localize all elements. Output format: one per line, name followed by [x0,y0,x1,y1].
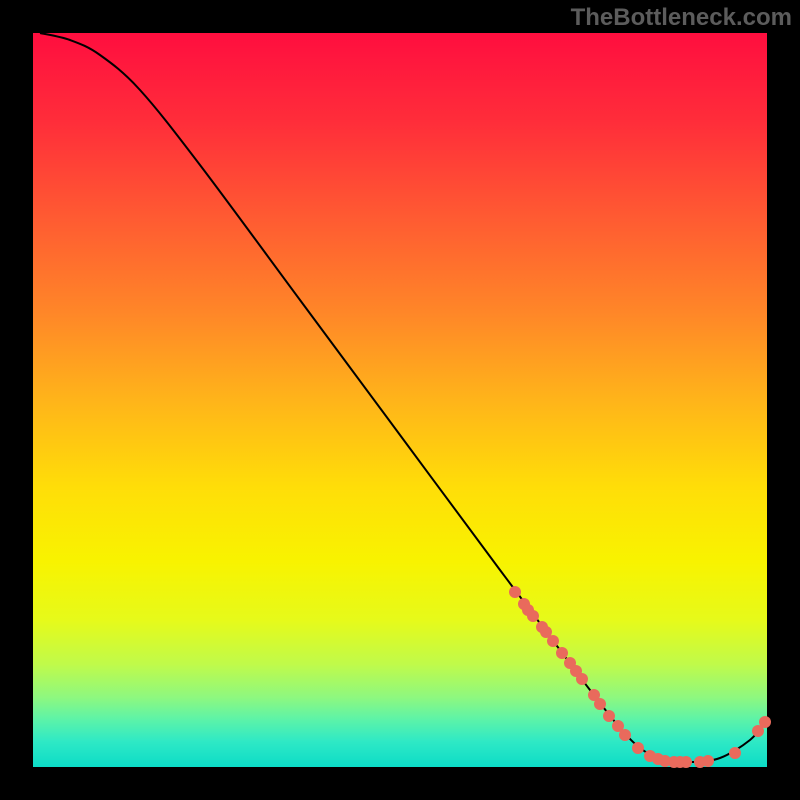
data-marker [619,729,631,741]
data-marker [759,716,771,728]
data-marker [509,586,521,598]
data-marker [556,647,568,659]
gradient-background [33,33,767,767]
data-marker [729,747,741,759]
data-marker [632,742,644,754]
bottleneck-chart [0,0,800,800]
watermark-text: TheBottleneck.com [571,4,792,32]
data-marker [594,698,606,710]
data-marker [603,710,615,722]
data-marker [547,635,559,647]
data-marker [527,610,539,622]
data-marker [576,673,588,685]
data-marker [680,756,692,768]
chart-container: TheBottleneck.com [0,0,800,800]
data-marker [702,755,714,767]
